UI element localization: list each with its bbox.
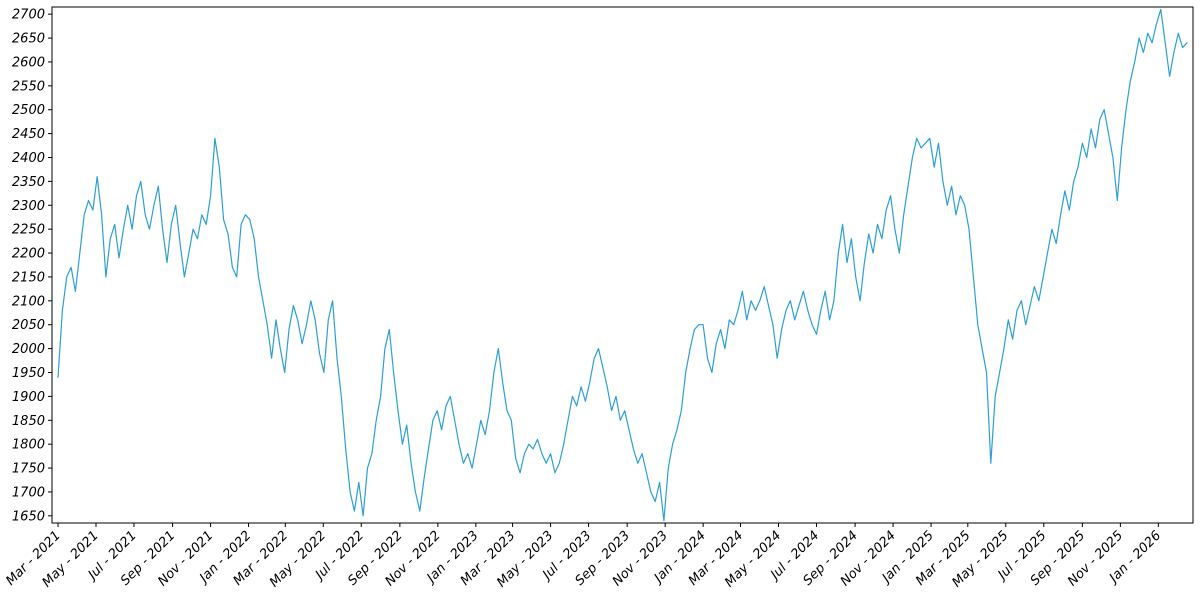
plot-frame: [51, 6, 1194, 524]
y-tick-label: 1700: [12, 485, 45, 500]
y-tick-label: 1650: [12, 509, 45, 524]
y-tick-label: 2400: [12, 151, 45, 166]
y-tick-label: 2600: [12, 55, 45, 70]
plot-area: [52, 7, 1193, 523]
y-tick-label: 2350: [12, 175, 45, 190]
y-tick-label: 1850: [12, 414, 45, 429]
y-tick-label: 2200: [12, 247, 45, 262]
y-tick-label: 2150: [12, 270, 45, 285]
y-tick-label: 2550: [12, 79, 45, 94]
y-tick-label: 1750: [12, 462, 45, 477]
y-tick-label: 1900: [12, 390, 45, 405]
y-tick-label: 2000: [12, 342, 45, 357]
y-axis: 1650 1700 1750 1800 1850 1900 1950 2000 2050 2100…: [12, 8, 52, 524]
y-tick-label: 1800: [12, 438, 45, 453]
y-tick-label: 2650: [12, 32, 45, 47]
y-tick-label: 2050: [12, 318, 45, 333]
price-series-line: [57, 8, 1188, 522]
y-tick-label: 2500: [12, 103, 45, 118]
y-tick-label: 2250: [12, 223, 45, 238]
y-tick-label: 2300: [12, 199, 45, 214]
y-tick-label: 2700: [12, 8, 45, 23]
y-tick-label: 1950: [12, 366, 45, 381]
y-tick-label: 2450: [12, 127, 45, 142]
y-tick-label: 2100: [12, 294, 45, 309]
